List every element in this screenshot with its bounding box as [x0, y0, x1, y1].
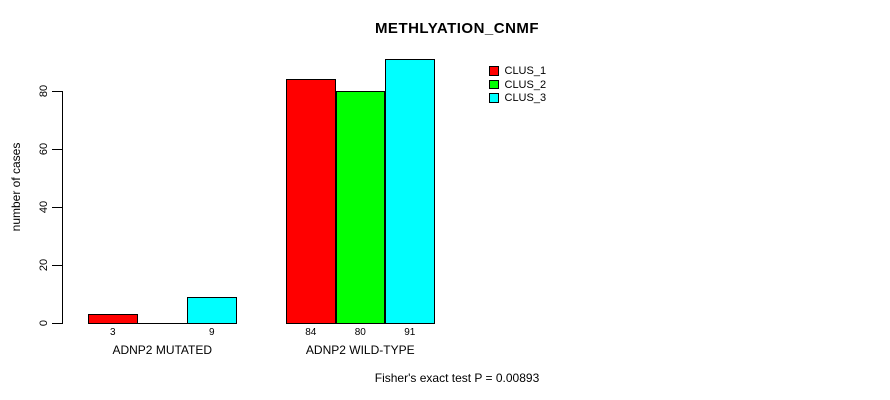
y-axis-tick — [52, 91, 62, 92]
y-axis-tick — [52, 149, 62, 150]
bar-clus_1-group1 — [88, 314, 138, 324]
legend-swatch-clus_1 — [489, 66, 499, 76]
bar-value-label: 3 — [109, 327, 116, 338]
legend-swatch-clus_2 — [489, 79, 499, 90]
legend: CLUS_1 CLUS_2 CLUS_3 — [489, 64, 546, 105]
y-tick-label: 60 — [38, 142, 50, 156]
y-axis-tick — [52, 323, 62, 324]
legend-item-clus_1: CLUS_1 — [489, 64, 546, 78]
fisher-test-annotation: Fisher's exact test P = 0.00893 — [374, 371, 540, 385]
legend-item-clus_3: CLUS_3 — [489, 91, 546, 105]
y-axis-tick — [52, 207, 62, 208]
legend-label: CLUS_3 — [504, 92, 547, 105]
y-axis-title: number of cases — [9, 142, 23, 232]
bar-value-label: 84 — [305, 327, 317, 338]
bar-clus_2-group1-zero — [137, 323, 187, 324]
bar-clus_3-group1 — [187, 297, 237, 324]
bar-clus_3-group2 — [385, 59, 435, 324]
y-axis-line — [62, 91, 63, 324]
chart-title: METHLYATION_CNMF — [374, 20, 540, 37]
x-category-label: ADNP2 WILD-TYPE — [305, 343, 415, 357]
y-tick-label: 40 — [38, 200, 50, 214]
legend-label: CLUS_1 — [504, 64, 547, 77]
bar-clus_1-group2 — [286, 79, 336, 324]
bar-value-label: 80 — [354, 327, 366, 338]
y-axis-tick — [52, 265, 62, 266]
legend-item-clus_2: CLUS_2 — [489, 78, 546, 92]
bar-value-label: 91 — [404, 327, 416, 338]
y-tick-label: 0 — [38, 319, 50, 327]
y-tick-label: 20 — [38, 258, 50, 272]
bar-clus_2-group2 — [335, 91, 385, 324]
x-category-label: ADNP2 MUTATED — [112, 343, 213, 357]
legend-swatch-clus_3 — [489, 93, 499, 103]
y-tick-label: 80 — [38, 84, 50, 98]
legend-label: CLUS_2 — [504, 78, 547, 91]
bar-value-label: 9 — [208, 327, 215, 338]
